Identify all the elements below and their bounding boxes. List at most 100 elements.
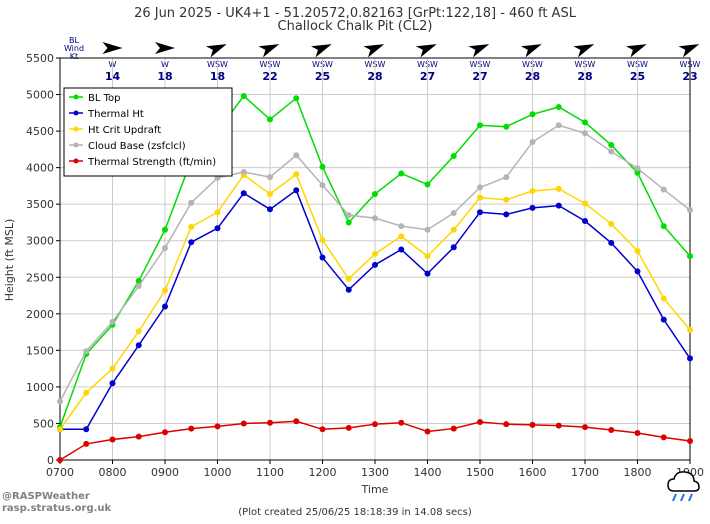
data-point <box>188 239 195 246</box>
x-tick-label: 1100 <box>256 466 284 479</box>
legend: BL Top Thermal Ht Ht Crit Updraft Cloud Bas… <box>63 87 233 177</box>
data-point <box>267 116 273 123</box>
y-tick-label: 4000 <box>26 162 54 175</box>
data-point <box>162 226 168 233</box>
chart-title: 26 Jun 2025 - UK4+1 - 51.20572,0.82163 [… <box>134 6 577 21</box>
data-point <box>582 119 588 126</box>
data-point <box>503 174 510 181</box>
legend-label: Cloud Base (zsfclcl) <box>88 141 186 152</box>
data-point <box>345 275 352 282</box>
legend-label: Ht Crit Updraft <box>88 125 161 136</box>
x-axis-title: Time <box>361 483 389 496</box>
legend-swatch-point <box>73 94 79 100</box>
data-point <box>503 211 510 218</box>
data-point <box>162 287 168 294</box>
y-tick-label: 3500 <box>26 198 54 211</box>
y-tick-label: 2500 <box>26 271 54 284</box>
data-point <box>398 246 405 253</box>
data-point <box>214 423 221 430</box>
wind-arrow-head <box>625 44 647 58</box>
data-point <box>477 194 483 201</box>
data-point <box>293 152 300 159</box>
data-point <box>83 389 90 396</box>
data-point <box>450 226 457 233</box>
data-point <box>555 185 562 192</box>
data-point <box>240 93 247 100</box>
y-axis-title: Height (ft MSL) <box>3 219 16 302</box>
x-tick-label: 1400 <box>414 466 442 479</box>
data-point <box>214 209 221 216</box>
data-point <box>477 418 483 425</box>
data-point <box>555 202 562 209</box>
x-tick-label: 1000 <box>204 466 232 479</box>
wind-arrow-icon <box>363 44 385 58</box>
data-point <box>398 170 405 177</box>
series-layer <box>57 93 693 463</box>
wind-label-line-1: BL <box>69 36 79 45</box>
wind-arrow-icon <box>258 44 280 58</box>
data-point <box>267 419 273 426</box>
data-point <box>424 226 431 233</box>
legend-swatch-point <box>73 158 79 164</box>
data-point <box>634 165 641 172</box>
data-point <box>57 426 63 433</box>
data-point <box>214 225 221 232</box>
wind-arrow-icon <box>205 44 227 58</box>
data-point <box>240 190 247 197</box>
series-4 <box>57 418 693 463</box>
data-point <box>188 425 195 432</box>
data-point <box>687 437 693 444</box>
data-point <box>57 398 63 405</box>
data-point <box>660 316 667 323</box>
data-point <box>582 217 588 224</box>
data-point <box>188 223 195 230</box>
data-point <box>450 209 457 216</box>
data-point <box>345 212 352 219</box>
wind-arrow-head <box>102 42 123 54</box>
data-point <box>345 286 352 293</box>
data-point <box>634 268 641 275</box>
data-point <box>109 365 116 372</box>
data-point <box>372 421 378 428</box>
data-point <box>608 427 615 434</box>
data-point <box>582 200 588 207</box>
data-point <box>240 169 247 176</box>
wind-row: W14W18WSW18WSW22WSW25WSW28WSW27WSW27WSW2… <box>102 42 701 83</box>
wind-arrow-head <box>678 44 700 58</box>
data-point <box>319 426 326 433</box>
y-tick-label: 500 <box>33 417 54 430</box>
y-tick-label: 5500 <box>26 52 54 65</box>
data-point <box>477 209 483 216</box>
data-point <box>660 434 667 441</box>
data-point <box>450 425 457 432</box>
data-point <box>293 418 300 425</box>
data-point <box>477 122 483 129</box>
x-tick-label: 1300 <box>361 466 389 479</box>
data-point <box>529 188 536 195</box>
data-point <box>398 233 405 240</box>
data-point <box>293 187 300 194</box>
data-point <box>529 204 536 211</box>
wind-arrow-head <box>573 44 595 58</box>
x-tick-label: 1600 <box>519 466 547 479</box>
x-tick-label: 1700 <box>571 466 599 479</box>
data-point <box>555 422 562 429</box>
data-point <box>372 261 378 268</box>
data-point <box>109 380 116 387</box>
data-point <box>319 236 326 243</box>
rasp-logo-icon <box>667 471 700 502</box>
data-point <box>135 433 142 440</box>
data-point <box>372 215 378 222</box>
data-point <box>555 122 562 129</box>
data-point <box>372 190 378 197</box>
y-axis: 0 500 1000 1500 2000 2500 3000 3500 4000 4500 5000… <box>26 52 60 467</box>
data-point <box>687 253 693 260</box>
data-point <box>135 342 142 349</box>
data-point <box>529 421 536 428</box>
data-point <box>83 426 90 433</box>
data-point <box>83 440 90 447</box>
data-point <box>345 219 352 226</box>
wind-label-line-3: Kt <box>70 52 78 61</box>
credit-line-1: @RASPWeather <box>2 491 90 502</box>
data-point <box>319 182 326 189</box>
